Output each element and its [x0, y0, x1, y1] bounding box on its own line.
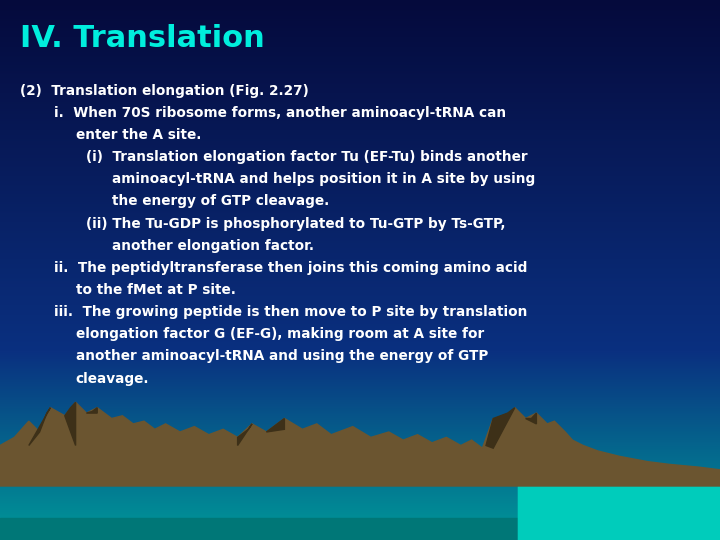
Text: aminoacyl-tRNA and helps position it in A site by using: aminoacyl-tRNA and helps position it in …	[112, 172, 535, 186]
Text: ii.  The peptidyltransferase then joins this coming amino acid: ii. The peptidyltransferase then joins t…	[54, 261, 527, 275]
Polygon shape	[486, 408, 515, 448]
Text: to the fMet at P site.: to the fMet at P site.	[76, 283, 235, 297]
Text: the energy of GTP cleavage.: the energy of GTP cleavage.	[112, 194, 329, 208]
Polygon shape	[29, 408, 50, 445]
Text: elongation factor G (EF-G), making room at A site for: elongation factor G (EF-G), making room …	[76, 327, 484, 341]
Text: IV. Translation: IV. Translation	[20, 24, 265, 53]
Polygon shape	[238, 424, 252, 446]
Text: (2)  Translation elongation (Fig. 2.27): (2) Translation elongation (Fig. 2.27)	[20, 84, 309, 98]
Text: (i)  Translation elongation factor Tu (EF-Tu) binds another: (i) Translation elongation factor Tu (EF…	[86, 150, 528, 164]
Polygon shape	[0, 518, 720, 540]
Polygon shape	[0, 402, 720, 486]
Text: cleavage.: cleavage.	[76, 372, 149, 386]
Text: another elongation factor.: another elongation factor.	[112, 239, 314, 253]
Polygon shape	[86, 408, 97, 413]
Polygon shape	[518, 467, 720, 540]
Text: (ii) The Tu-GDP is phosphorylated to Tu-GTP by Ts-GTP,: (ii) The Tu-GDP is phosphorylated to Tu-…	[86, 217, 506, 231]
Text: i.  When 70S ribosome forms, another aminoacyl-tRNA can: i. When 70S ribosome forms, another amin…	[54, 106, 506, 120]
Text: iii.  The growing peptide is then move to P site by translation: iii. The growing peptide is then move to…	[54, 305, 527, 319]
Polygon shape	[526, 413, 536, 424]
Text: enter the A site.: enter the A site.	[76, 128, 201, 142]
Polygon shape	[266, 418, 284, 432]
Text: another aminoacyl-tRNA and using the energy of GTP: another aminoacyl-tRNA and using the ene…	[76, 349, 488, 363]
Polygon shape	[65, 402, 76, 446]
